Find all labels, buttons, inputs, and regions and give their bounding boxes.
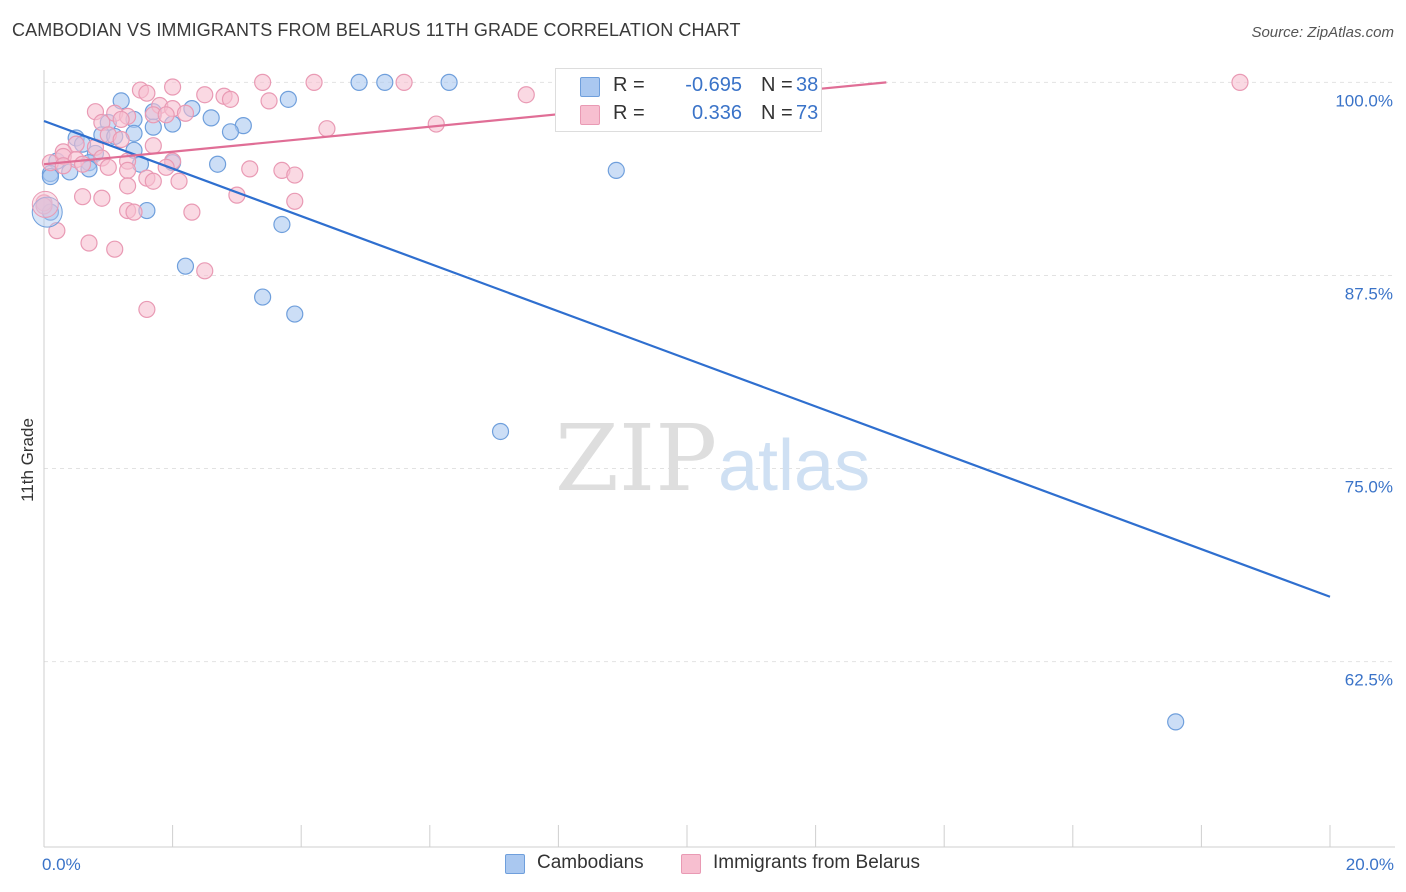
legend-r-value: -0.695 [685,74,742,96]
data-point [305,73,323,91]
y-tick-label: 100.0% [1335,91,1393,110]
data-point [1231,73,1249,91]
data-point [279,90,297,108]
data-point [80,234,98,252]
y-tick-label: 75.0% [1345,478,1393,497]
data-point [93,189,111,207]
data-point [144,172,162,190]
data-point [73,155,92,173]
data-point [196,86,214,104]
stats-legend: R = -0.695 N = 38 R = 0.336 N = 73 [555,68,822,132]
data-point [164,78,182,96]
data-point [273,215,291,234]
x-tick-label: 0.0% [42,855,81,874]
data-point [196,262,214,280]
series-swatch-belarus [681,854,701,874]
series-label-cambodians: Cambodians [537,852,644,873]
watermark-atlas: atlas [718,426,870,506]
tick-labels: 100.0% 87.5% 75.0% 62.5% 0.0% 20.0% [42,91,1394,874]
data-point [286,192,304,210]
series-label-belarus: Immigrants from Belarus [713,852,920,873]
data-point [376,73,394,91]
data-point [395,73,413,91]
data-point [176,257,195,275]
data-point [48,222,66,240]
legend-swatch-belarus [580,105,600,125]
chart-source: Source: ZipAtlas.com [1251,24,1394,41]
data-point [607,161,625,180]
data-point [254,73,272,91]
data-point-cluster [31,190,59,218]
y-tick-label: 62.5% [1345,671,1393,690]
data-point [286,305,304,323]
data-point [202,109,220,127]
legend-n-value: 73 [796,102,819,124]
data-point [176,104,195,122]
trend-lines [43,81,1331,598]
data-point [241,160,259,178]
data-point [491,422,510,441]
data-point [138,84,156,102]
legend-r-label: R = [613,102,645,124]
series-1-points [35,73,1249,319]
data-point [106,240,124,258]
legend-n-label: N = [761,74,793,96]
y-axis-label: 11th Grade [18,418,37,502]
series-legend: Cambodians Immigrants from Belarus [0,852,1406,876]
data-point [260,92,278,110]
series-swatch-cambodians [505,854,525,874]
legend-n-label: N = [761,102,793,124]
series-0-points [41,73,1185,731]
legend-r-value: 0.336 [691,102,742,124]
data-point [118,177,137,195]
data-point [157,106,175,124]
data-point [112,110,130,129]
data-point [125,203,143,221]
data-point [1167,713,1185,731]
data-point [209,155,227,173]
data-point [517,86,535,104]
trend-line-series-0 [43,119,1331,598]
data-point [54,157,72,175]
data-point [427,115,445,133]
data-point [286,166,304,184]
data-point [440,73,458,91]
x-tick-label: 20.0% [1346,855,1394,874]
chart-title: CAMBODIAN VS IMMIGRANTS FROM BELARUS 11T… [12,20,741,40]
data-point [73,188,92,206]
data-point [144,137,162,155]
legend-r-label: R = [613,74,645,96]
legend-n-value: 38 [796,74,819,96]
watermark: ZIP atlas [555,405,870,512]
data-point [221,90,240,108]
data-point [138,300,156,319]
data-point [318,120,336,138]
data-point-cluster [31,196,63,228]
data-point [170,172,188,190]
data-point [350,73,368,91]
data-point [112,130,130,149]
legend-swatch-cambodians [580,77,600,97]
data-point [221,123,240,141]
y-tick-label: 87.5% [1345,284,1393,303]
watermark-zip: ZIP [555,405,717,512]
data-point [118,161,137,180]
data-points [31,73,1249,731]
data-point [99,158,117,176]
data-point [254,288,272,306]
data-point [183,203,201,221]
